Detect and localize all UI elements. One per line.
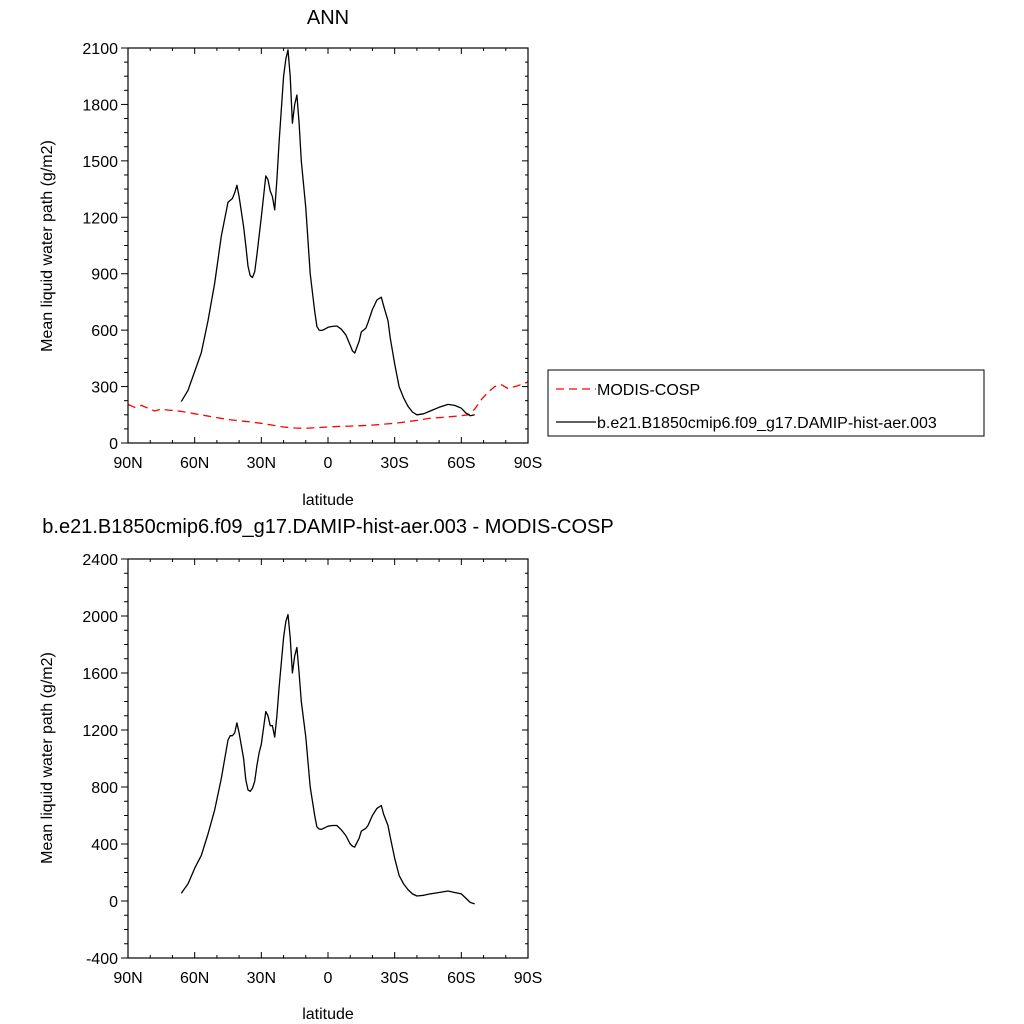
chart-bottom-plot-frame — [127, 558, 529, 959]
chart-top-xtick-label: 0 — [324, 455, 333, 472]
chart-bottom-ylabel: Mean liquid water path (g/m2) — [39, 652, 56, 864]
chart-top-ytick-label: 0 — [109, 436, 118, 453]
chart-bottom-xtick-label: 0 — [324, 970, 333, 987]
chart-top-ylabel: Mean liquid water path (g/m2) — [39, 140, 56, 352]
chart-bottom-ytick-label: 800 — [91, 780, 118, 797]
chart-top-ytick-label: 2100 — [82, 41, 118, 58]
legend-label-model: b.e21.B1850cmip6.f09_g17.DAMIP-hist-aer.… — [597, 415, 937, 432]
chart-bottom-xtick-label: 90N — [113, 970, 142, 987]
chart-top-ytick-label: 900 — [91, 267, 118, 284]
chart-bottom-ytick-label: 400 — [91, 837, 118, 854]
legend-box — [547, 369, 985, 437]
chart-bottom: b.e21.B1850cmip6.f09_g17.DAMIP-hist-aer.… — [39, 516, 614, 1023]
chart-bottom-xtick-label: 60N — [180, 970, 209, 987]
chart-top-title: ANN — [307, 7, 349, 29]
chart-legend: MODIS-COSP b.e21.B1850cmip6.f09_g17.DAMI… — [547, 369, 985, 437]
chart-bottom-xtick-label: 30N — [247, 970, 276, 987]
chart-bottom-ytick-label: 0 — [109, 894, 118, 911]
legend-label-modis: MODIS-COSP — [597, 382, 700, 399]
chart-top: ANN 90N 60N 30N 0 30S 60S 90S 0 300 600 900 1200 150… — [39, 7, 985, 509]
chart-bottom-ytick-label: 2400 — [82, 552, 118, 569]
chart-bottom-xtick-label: 90S — [514, 970, 542, 987]
chart-top-plot-frame — [127, 47, 529, 444]
chart-bottom-xlabel: latitude — [302, 1006, 354, 1023]
chart-bottom-ytick-label: 1600 — [82, 666, 118, 683]
chart-bottom-title: b.e21.B1850cmip6.f09_g17.DAMIP-hist-aer.… — [42, 516, 613, 538]
chart-top-ytick-label: 1200 — [82, 210, 118, 227]
chart-bottom-ytick-label: -400 — [86, 951, 118, 968]
chart-top-xtick-label: 30N — [247, 455, 276, 472]
chart-top-ytick-label: 1500 — [82, 154, 118, 171]
chart-bottom-ytick-label: 2000 — [82, 609, 118, 626]
chart-top-xtick-label: 90S — [514, 455, 542, 472]
chart-bottom-series-difference-line — [180, 613, 475, 905]
chart-bottom-xtick-label: 30S — [380, 970, 408, 987]
chart-top-xtick-label: 30S — [380, 455, 408, 472]
chart-top-series-model-line — [180, 49, 475, 417]
chart-top-xtick-label: 90N — [113, 455, 142, 472]
chart-bottom-ytick-label: 1200 — [82, 723, 118, 740]
chart-top-xtick-label: 60S — [447, 455, 475, 472]
chart-bottom-xtick-label: 60S — [447, 970, 475, 987]
chart-top-ytick-label: 1800 — [82, 97, 118, 114]
chart-top-ytick-label: 600 — [91, 323, 118, 340]
chart-top-ytick-label: 300 — [91, 380, 118, 397]
chart-top-xtick-label: 60N — [180, 455, 209, 472]
chart-top-xlabel: latitude — [302, 492, 354, 509]
